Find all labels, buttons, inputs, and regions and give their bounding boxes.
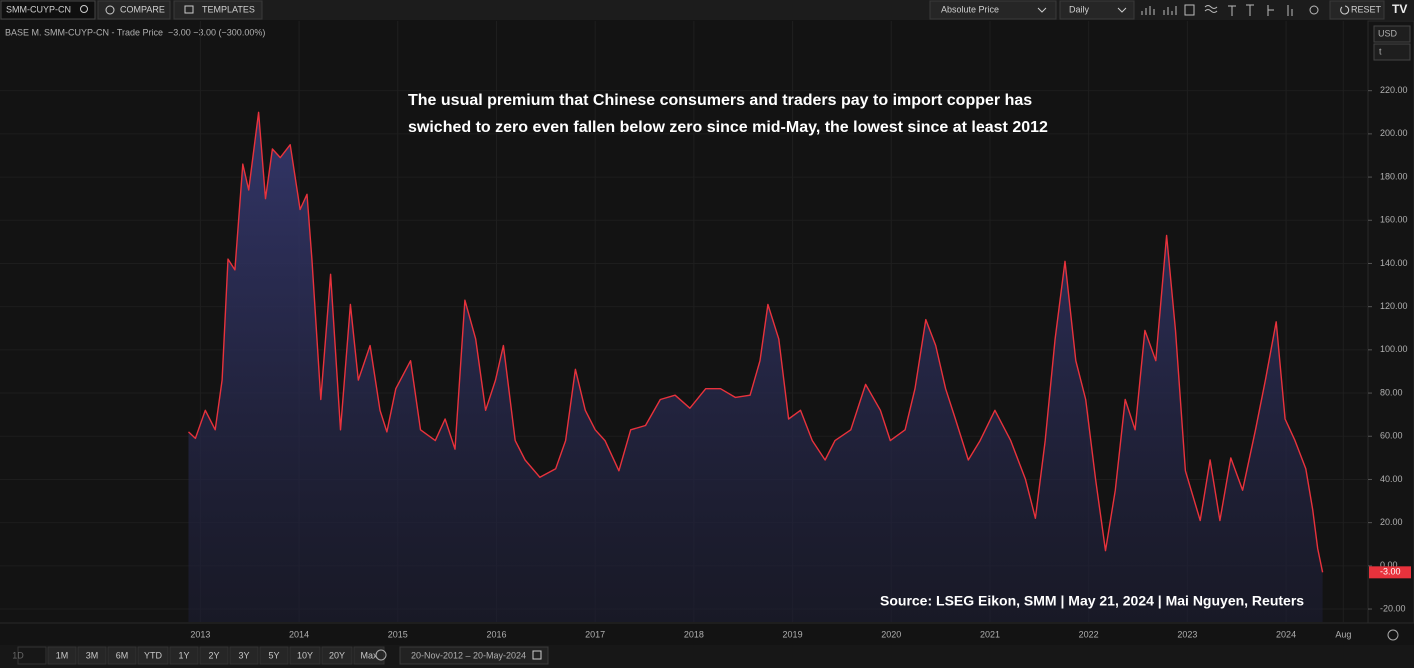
- range-button-label: Max: [360, 650, 378, 660]
- templates-label: TEMPLATES: [202, 4, 255, 14]
- last-price-label: -3.00: [1380, 567, 1401, 577]
- range-button-label: 1D: [12, 650, 24, 660]
- y-tick-label: 20.00: [1380, 517, 1403, 527]
- reset-button[interactable]: [1329, 0, 1385, 20]
- y-tick-label: 120.00: [1380, 301, 1408, 311]
- range-button-label: 5Y: [268, 650, 279, 660]
- x-tick-label: 2023: [1177, 629, 1197, 639]
- range-button-label: 10Y: [297, 650, 313, 660]
- legend-title: BASE M. SMM-CUYP-CN - Trade Price: [5, 27, 163, 37]
- axis-settings-icon[interactable]: [1387, 629, 1399, 641]
- range-button[interactable]: [289, 646, 321, 665]
- symbol-box[interactable]: [0, 0, 96, 20]
- range-button-label: 3M: [86, 650, 99, 660]
- range-button-label: YTD: [144, 650, 163, 660]
- y-tick-label: 160.00: [1380, 215, 1408, 225]
- y-tick-label: 140.00: [1380, 258, 1408, 268]
- logo: TV: [1392, 2, 1407, 16]
- dropdown-arrow: [1117, 7, 1127, 13]
- annotation-line: swiched to zero even fallen below zero s…: [408, 119, 1048, 136]
- y-tick-label: 100.00: [1380, 344, 1408, 354]
- y-tick-label: 200.00: [1380, 128, 1408, 138]
- x-tick-label: 2014: [289, 629, 309, 639]
- plot-area: -20.00 0.00 20.00 40.00 60.00 80.00 100.00 120.…: [0, 21, 1411, 639]
- range-button[interactable]: [321, 646, 353, 665]
- line: [188, 111, 1324, 573]
- interval-select[interactable]: [1059, 0, 1135, 20]
- y-tick-label: 180.00: [1380, 171, 1408, 181]
- y-tick-label: -20.00: [1380, 603, 1406, 613]
- x-tick-label: 2013: [190, 629, 210, 639]
- x-tick-label: Aug: [1335, 629, 1351, 639]
- range-button-label: 6M: [116, 650, 129, 660]
- x-tick-label: 2024: [1276, 629, 1296, 639]
- range-button[interactable]: [77, 646, 107, 665]
- y-tick-label: 0.00: [1380, 560, 1398, 570]
- reset-icon: [1340, 5, 1350, 15]
- source-note: Source: LSEG Eikon, SMM | May 21, 2024 |…: [880, 593, 1304, 609]
- range-button[interactable]: [107, 646, 137, 665]
- compare-label: COMPARE: [120, 4, 165, 14]
- compare-icon: [105, 5, 115, 15]
- range-button-label: 2Y: [208, 650, 219, 660]
- date-range-box[interactable]: [399, 646, 549, 665]
- reset-label: RESET: [1351, 4, 1382, 14]
- interval: Daily: [1069, 4, 1090, 14]
- legend-change: −3.00 −3.00 (−300.00%): [168, 27, 265, 37]
- tool-icons[interactable]: [1141, 4, 1319, 16]
- x-tick-label: 2020: [881, 629, 901, 639]
- price-mode: Absolute Price: [941, 4, 999, 14]
- range-button-label: 20Y: [329, 650, 345, 660]
- templates-button[interactable]: [173, 0, 263, 20]
- y-tick-label: 80.00: [1380, 387, 1403, 397]
- currency-select[interactable]: [1373, 25, 1411, 43]
- y-tick-label: 60.00: [1380, 431, 1403, 441]
- currency: USD: [1378, 28, 1398, 38]
- price-mode-select[interactable]: [929, 0, 1057, 20]
- annotation-line: The usual premium that Chinese consumers…: [408, 92, 1032, 109]
- last-price-tag: [1369, 566, 1411, 579]
- x-tick-label: 2018: [684, 629, 704, 639]
- date-range: 20-Nov-2012 – 20-May-2024: [411, 650, 526, 660]
- range-button[interactable]: [47, 646, 77, 665]
- dropdown-arrow: [1037, 7, 1047, 13]
- range-button[interactable]: [169, 646, 199, 665]
- symbol: SMM-CUYP-CN: [6, 4, 71, 14]
- x-tick-label: 2016: [486, 629, 506, 639]
- x-tick-label: 2021: [980, 629, 1000, 639]
- templates-icon: [184, 5, 194, 14]
- range-button[interactable]: [259, 646, 289, 665]
- range-button[interactable]: [353, 646, 385, 665]
- y-tick-label: 220.00: [1380, 85, 1408, 95]
- compare-button[interactable]: [97, 0, 171, 20]
- x-tick-label: 2022: [1079, 629, 1099, 639]
- range-button[interactable]: [137, 646, 169, 665]
- range-button[interactable]: [229, 646, 259, 665]
- range-button-label: 1M: [56, 650, 69, 660]
- unit-select[interactable]: [1373, 43, 1411, 61]
- range-settings-icon[interactable]: [375, 649, 387, 661]
- x-tick-label: 2015: [388, 629, 408, 639]
- range-button-label: 1Y: [178, 650, 189, 660]
- search-icon[interactable]: [80, 5, 88, 13]
- x-tick-label: 2017: [585, 629, 605, 639]
- unit: t: [1379, 46, 1382, 56]
- y-tick-label: 40.00: [1380, 474, 1403, 484]
- range-button-label: 3Y: [238, 650, 249, 660]
- x-tick-label: 2019: [783, 629, 803, 639]
- range-button[interactable]: [199, 646, 229, 665]
- range-button[interactable]: [17, 646, 47, 665]
- range-buttons: 1D 1M 3M 6M YTD 1Y 2Y 3Y 5Y 10Y 20Y Max: [12, 646, 385, 665]
- calendar-icon: [532, 650, 542, 660]
- price-axis: [1367, 20, 1414, 624]
